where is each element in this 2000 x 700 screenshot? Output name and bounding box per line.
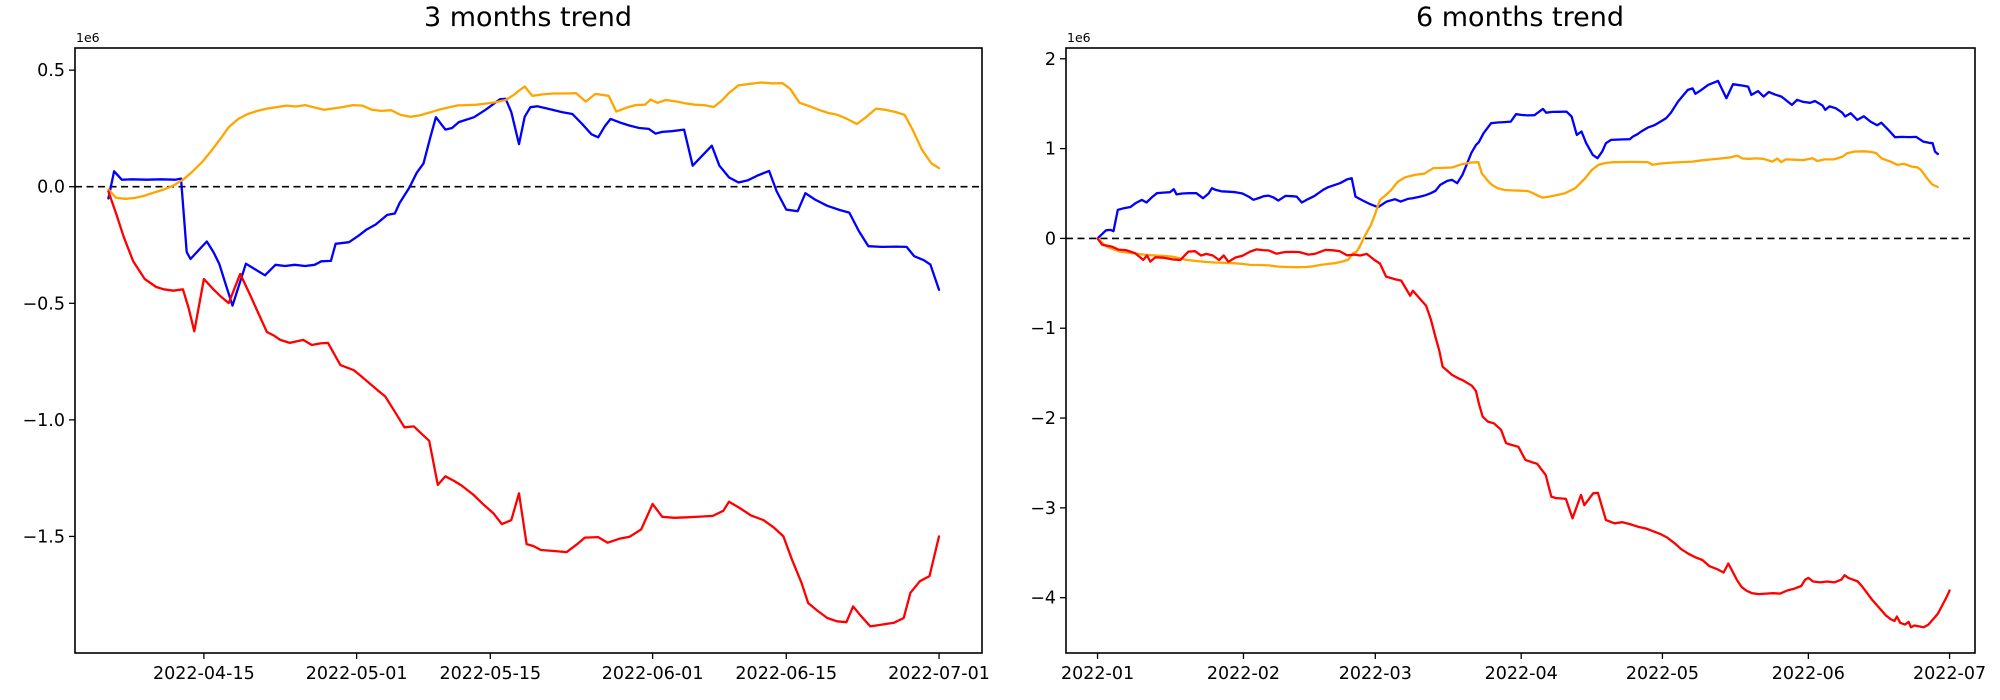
- y-tick-label: −4: [1030, 589, 1056, 609]
- y-tick-label: 0: [1045, 229, 1056, 249]
- y-tick-label: −1.5: [23, 527, 66, 547]
- x-tick-label: 2022-05-15: [439, 664, 541, 684]
- y-tick-label: −1.0: [23, 411, 66, 431]
- y-tick-label: 0.5: [37, 61, 65, 81]
- x-tick-label: 2022-06-01: [602, 664, 704, 684]
- axes-frame: [1065, 47, 1976, 654]
- y-tick-label: 1: [1045, 140, 1056, 160]
- chart-title-3-months: 3 months trend: [424, 2, 632, 33]
- y-tick-label: 0.0: [37, 178, 65, 198]
- x-tick-label: 2022-07-01: [888, 664, 990, 684]
- x-tick-label: 2022-01: [1061, 664, 1134, 684]
- series-line-red: [1096, 237, 1951, 629]
- y-tick-label: −0.5: [23, 294, 66, 314]
- y-axis-offset-label-right: 1e6: [1067, 30, 1091, 45]
- series-line-blue: [1096, 79, 1939, 240]
- x-tick-label: 2022-04: [1485, 664, 1558, 684]
- y-tick-label: −1: [1030, 319, 1056, 339]
- x-tick-label: 2022-04-15: [153, 664, 255, 684]
- series-line-orange: [1096, 150, 1939, 269]
- x-tick-label: 2022-07: [1913, 664, 1986, 684]
- series-line-orange: [107, 81, 941, 200]
- y-tick-label: 2: [1045, 50, 1056, 70]
- chart-title-6-months: 6 months trend: [1416, 2, 1624, 33]
- y-tick-label: −3: [1030, 499, 1056, 519]
- x-tick-label: 2022-05-01: [306, 664, 408, 684]
- series-line-red: [107, 190, 941, 628]
- chart-6-months: 2022-01 2022-02 2022-03 2022-04 2022-05 2022-…: [1030, 47, 1986, 684]
- x-tick-label: 2022-02: [1207, 664, 1280, 684]
- x-tick-label: 2022-06: [1772, 664, 1845, 684]
- series-line-blue: [107, 97, 941, 307]
- chart-3-months: 2022-04-15 2022-05-01 2022-05-15 2022-06-01…: [23, 47, 990, 684]
- axes-frame: [74, 47, 983, 654]
- y-tick-label: −2: [1030, 409, 1056, 429]
- x-tick-label: 2022-03: [1339, 664, 1412, 684]
- y-axis-offset-label-left: 1e6: [76, 30, 100, 45]
- x-tick-label: 2022-05: [1626, 664, 1699, 684]
- x-tick-label: 2022-06-15: [735, 664, 837, 684]
